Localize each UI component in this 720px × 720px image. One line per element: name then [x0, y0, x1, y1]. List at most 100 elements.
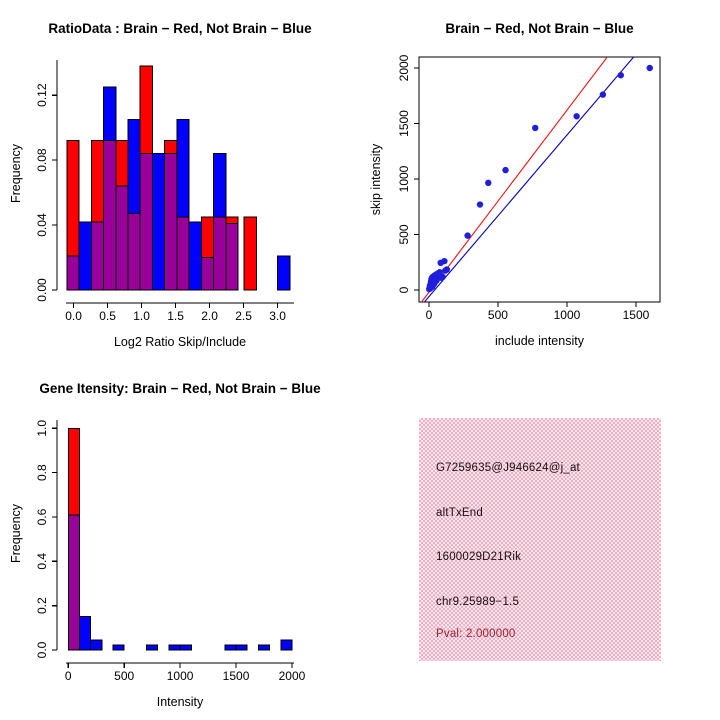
hist-bar-red	[90, 140, 105, 223]
hist-bar-red	[115, 140, 129, 187]
panel-intensity-scatter: 0 500 1000 1500 2000 0 500 1000 1500 Brain − Red,…	[360, 0, 720, 360]
hist-bar-blue	[151, 153, 166, 291]
info-line-probe-id: G7259635@J946624@j_at	[436, 462, 580, 474]
intensity-scatter-chart: 0 500 1000 1500 2000 0 500 1000 1500 Brain − Red,…	[369, 21, 661, 348]
y-tick-label: 0.8	[35, 464, 49, 481]
x-tick-label: 3.0	[269, 309, 286, 323]
scatter-point	[464, 232, 471, 239]
hist-bar-overlap	[213, 216, 227, 291]
info-line-gene-symbol: 1600029D21Rik	[436, 551, 522, 563]
x-tick-label: 1.5	[167, 309, 184, 323]
y-tick-label: 0.6	[35, 508, 49, 525]
scatter-point	[443, 266, 451, 273]
hist-bar-blue	[112, 644, 125, 651]
hist-bar-blue	[90, 639, 103, 651]
info-line-event-type: altTxEnd	[436, 507, 483, 519]
x-tick-label: 0	[65, 669, 72, 683]
x-tick-label: 1000	[167, 669, 194, 683]
hist-bar-overlap	[176, 216, 190, 291]
hist-bar-blue	[213, 153, 227, 218]
x-tick-label: 500	[488, 308, 508, 322]
hist-bar-blue	[280, 639, 293, 651]
hist-bar-red	[139, 65, 153, 155]
scatter-point	[441, 257, 448, 265]
info-line-locus: chr9.25989−1.5	[436, 596, 520, 608]
y-tick-label: 0.04	[35, 213, 49, 237]
scatter-point	[502, 166, 509, 174]
hist-bar-overlap	[127, 213, 141, 291]
x-axis-label: Log2 Ratio Skip/Include	[114, 335, 246, 349]
hist-bar-red	[225, 216, 239, 224]
hist-bar-blue	[127, 119, 141, 215]
y-tick-label: 1.0	[35, 420, 49, 437]
hist-bar-blue	[103, 86, 117, 142]
x-tick-label: 1.0	[133, 309, 150, 323]
hist-bar-red	[164, 140, 178, 155]
chart-title: Brain − Red, Not Brain − Blue	[445, 21, 634, 36]
hist-bar-overlap	[67, 514, 80, 651]
x-tick-label: 2000	[279, 669, 306, 683]
hist-bar-overlap	[139, 153, 153, 291]
hist-bar-red	[200, 216, 215, 259]
hist-bar-blue	[176, 119, 190, 218]
y-tick-label: 0.0	[35, 641, 49, 658]
hist-bar-blue	[179, 644, 192, 651]
x-tick-label: 0	[426, 308, 433, 322]
hist-bar-overlap	[115, 185, 129, 291]
y-tick-label: 0.2	[35, 597, 49, 614]
x-tick-label: 0.5	[99, 309, 116, 323]
y-tick-label: 1000	[397, 165, 411, 192]
y-tick-label: 0.4	[35, 553, 49, 570]
hist-bar-overlap	[66, 255, 80, 291]
x-tick-label: 500	[114, 669, 134, 683]
scatter-point	[532, 124, 539, 132]
hist-bar-blue	[146, 644, 159, 651]
y-tick-label: 500	[397, 224, 411, 244]
hist-bar-overlap	[90, 221, 105, 291]
hist-bar-overlap	[225, 222, 239, 291]
x-tick-label: 0.0	[65, 309, 82, 323]
scatter-point	[485, 179, 492, 187]
hist-bar-blue	[277, 255, 291, 291]
scatter-point	[436, 269, 443, 276]
panel-gene-intensity-histogram: 0.0 0.2 0.4 0.6 0.8 1.0 0 500 1000 1500 2000 Gene I…	[0, 360, 360, 720]
scatter-point	[476, 201, 484, 208]
gene-info-box: G7259635@J946624@j_at altTxEnd 1600029D2…	[419, 418, 661, 661]
hist-bar-blue	[235, 644, 248, 651]
hist-bar-blue	[78, 221, 92, 291]
hist-bar-blue	[188, 221, 202, 291]
plot-box	[418, 56, 661, 303]
x-tick-label: 1500	[223, 669, 250, 683]
hist-bar-blue	[78, 616, 92, 651]
scatter-point	[439, 273, 446, 281]
chart-title: Gene Itensity: Brain − Red, Not Brain − …	[39, 381, 321, 396]
panel-ratio-histogram: 0.00 0.04 0.08 0.12 0.0 0.5 1.0 1.5 2.0 2.5 3.0 Rat…	[0, 0, 360, 360]
hist-bar-blue	[257, 644, 271, 651]
scatter-point	[646, 64, 653, 72]
hist-bar-red	[243, 216, 257, 291]
y-tick-label: 0.00	[35, 278, 49, 302]
x-tick-label: 1500	[623, 308, 650, 322]
y-tick-label: 0.08	[35, 148, 49, 172]
hist-bar-red	[66, 140, 80, 257]
hist-bar-blue	[224, 644, 237, 651]
x-tick-label: 2.0	[201, 309, 218, 323]
chart-title: RatioData : Brain − Red, Not Brain − Blu…	[48, 21, 312, 36]
y-axis-label: Frequency	[9, 143, 23, 203]
panel-gene-info: G7259635@J946624@j_at altTxEnd 1600029D2…	[360, 360, 720, 720]
y-tick-label: 1500	[397, 110, 411, 137]
gene-intensity-histogram-chart: 0.0 0.2 0.4 0.6 0.8 1.0 0 500 1000 1500 2000 Gene I…	[9, 381, 321, 709]
ratio-histogram-chart: 0.00 0.04 0.08 0.12 0.0 0.5 1.0 1.5 2.0 2.5 3.0 Rat…	[9, 21, 312, 349]
x-axis-label: Intensity	[157, 695, 204, 709]
scatter-point	[573, 113, 580, 120]
y-tick-label: 0	[397, 286, 411, 293]
y-tick-label: 2000	[397, 54, 411, 81]
hist-bar-red	[67, 427, 80, 516]
hist-bar-blue	[168, 644, 181, 651]
hist-bar-overlap	[103, 140, 117, 291]
hist-bar-overlap	[200, 257, 215, 291]
info-line-pval: Pval: 2.000000	[436, 628, 516, 640]
fit-line-brain-fit	[420, 57, 608, 302]
x-axis-label: include intensity	[495, 334, 585, 348]
